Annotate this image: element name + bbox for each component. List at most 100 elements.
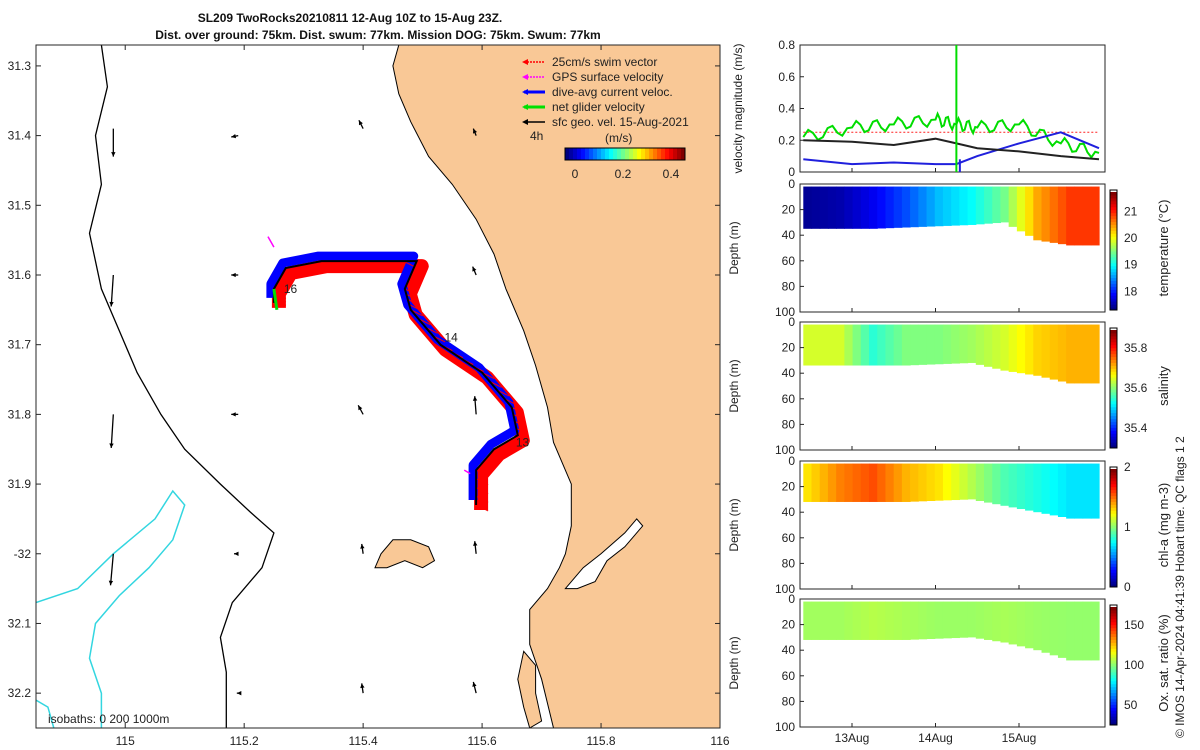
profile-cell	[951, 324, 960, 364]
legend-arrowhead	[522, 89, 528, 95]
profile-cell	[893, 463, 903, 502]
colorbar-tick: 21	[1124, 204, 1138, 218]
depth-tick: 20	[782, 341, 796, 355]
profile-cell	[1025, 186, 1034, 236]
profile-cell	[827, 186, 837, 229]
time-tick-label: 15Aug	[1002, 731, 1037, 745]
colorbar-label: Ox. sat. ratio (%)	[1156, 614, 1171, 712]
profile-cell	[926, 324, 936, 365]
profile-cell	[803, 324, 813, 366]
profile-cell	[811, 186, 821, 229]
swim-vector	[489, 454, 502, 461]
colorbar-frame	[1109, 604, 1118, 726]
profile-cell	[803, 463, 813, 502]
swim-vector	[294, 265, 307, 273]
geo-velocity-arrow	[360, 543, 365, 554]
colorbar-tick: 19	[1124, 258, 1138, 272]
profile-cell	[967, 601, 977, 638]
profile-cell	[901, 186, 911, 228]
profile-cell	[877, 463, 887, 502]
profile-cell	[869, 186, 878, 229]
profile-cell	[1066, 463, 1075, 519]
swim-vector	[312, 262, 325, 270]
velocity-y-tick: 0.2	[778, 133, 795, 147]
velocity-y-label: velocity magnitude (m/s)	[731, 43, 745, 173]
geo-velocity-arrow	[472, 266, 477, 276]
swim-vector	[505, 441, 519, 449]
colorbar-tick: 35.6	[1124, 381, 1148, 395]
profile-cell	[918, 463, 928, 502]
profile-cell	[1000, 601, 1010, 643]
profile-cell	[885, 601, 895, 640]
velocity-y-tick: 0.6	[778, 70, 795, 84]
profile-cell	[860, 186, 870, 229]
swim-vector	[516, 427, 529, 435]
profile-cell	[1057, 601, 1067, 658]
profile-cell	[1033, 463, 1043, 513]
profile-cell	[852, 463, 862, 502]
profile-cell	[1090, 186, 1100, 246]
profile-cell	[901, 601, 911, 640]
depth-tick: 100	[775, 305, 795, 319]
depth-tick: 40	[782, 366, 796, 380]
depth-tick: 60	[782, 531, 796, 545]
map-x-tick-label: 115.2	[230, 734, 259, 748]
geo-velocity-arrow	[473, 541, 478, 554]
isobath-1000m-b	[36, 699, 55, 728]
swim-vector	[409, 304, 422, 312]
profile-cell	[1049, 463, 1059, 516]
profile-cell	[901, 324, 911, 366]
profile-cell	[1074, 601, 1084, 661]
map-y-tick-label: 32.2	[8, 686, 32, 700]
colorbar-tick: 35.8	[1124, 341, 1148, 355]
isobath-200m	[88, 45, 275, 728]
profile-cell	[975, 324, 985, 365]
swim-vector	[475, 495, 489, 503]
map-x-tick-label: 115.8	[586, 734, 615, 748]
profile-cell	[959, 601, 969, 638]
profile-cell	[893, 324, 903, 366]
colorbar-tick: 18	[1124, 284, 1138, 298]
profile-cell	[992, 601, 1002, 642]
net-velocity-vector	[272, 288, 279, 311]
depth-tick: 40	[782, 643, 796, 657]
swim-vector	[499, 445, 513, 453]
profile-cell	[1016, 186, 1026, 232]
profile-cell	[869, 463, 878, 502]
track-day-labels: 16 14 13	[284, 282, 530, 449]
profile-cell	[1041, 186, 1051, 242]
profile-cell	[1057, 324, 1067, 382]
glider-track-layer	[266, 236, 530, 512]
profile-cell	[811, 324, 821, 366]
map-x-tick-label: 115.6	[468, 734, 497, 748]
geostrophic-vector-layer	[108, 119, 478, 696]
legend-arrowhead	[522, 74, 528, 80]
profile-cell	[901, 463, 911, 502]
profile-cell	[1016, 601, 1026, 647]
profile-cell	[885, 186, 895, 229]
swim-vector	[511, 406, 525, 414]
depth-tick: 40	[782, 505, 796, 519]
profile-cell	[910, 324, 919, 366]
colorbar-label: salinity	[1156, 366, 1171, 406]
profile-cell	[1090, 324, 1100, 384]
depth-axis-label: Depth (m)	[727, 221, 741, 274]
profile-cell	[836, 463, 845, 502]
profile-cell	[827, 601, 837, 640]
velocity-series-line	[803, 131, 1100, 166]
colorbar-tick: 150	[1124, 618, 1144, 632]
profile-cell	[836, 601, 845, 640]
profile-panel-chl-a: 0 20 40 60 80 100 Depth (m) 0 1 2 chl-a (mg m-3)	[727, 454, 1171, 596]
profile-cell	[1082, 186, 1092, 246]
colorbar-frame	[1109, 466, 1118, 588]
current-vector-band	[266, 251, 520, 500]
profile-cell	[852, 324, 862, 366]
depth-tick: 80	[782, 279, 796, 293]
profile-cell	[1057, 463, 1067, 517]
map-y-tick-label: 32.1	[8, 616, 32, 630]
profile-cell	[1008, 186, 1018, 227]
swim-vector	[407, 281, 420, 289]
profile-cell	[934, 601, 944, 639]
scale-label: 4h	[530, 129, 543, 143]
